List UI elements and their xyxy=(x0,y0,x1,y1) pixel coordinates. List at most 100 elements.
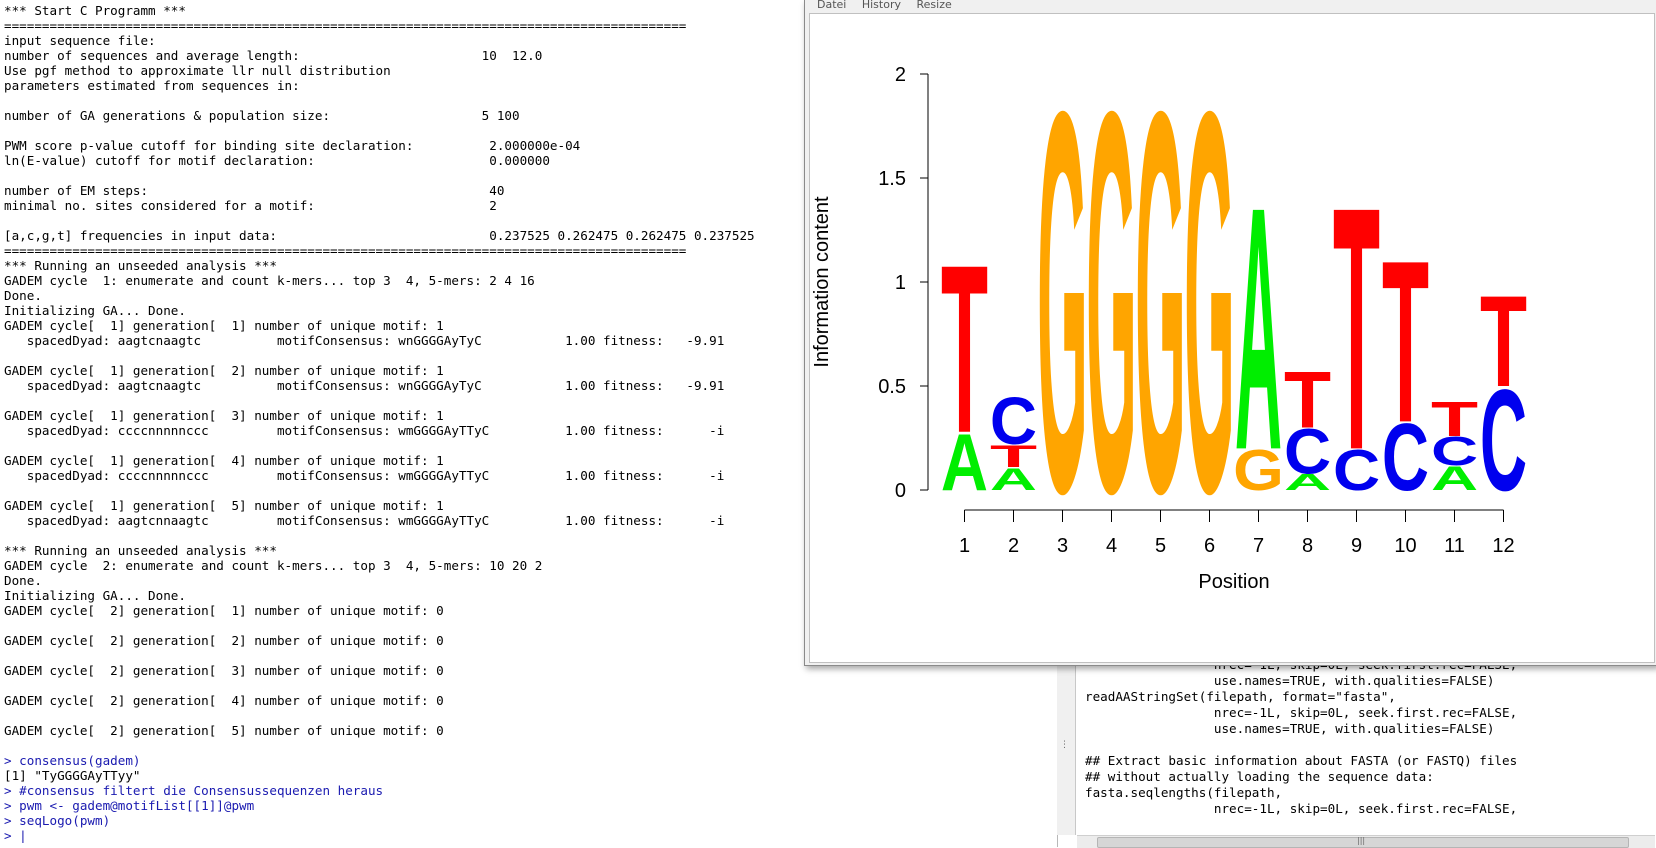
logo-letter-a: A xyxy=(1235,134,1282,522)
console-output-line: GADEM cycle[ 1] generation[ 5] number of… xyxy=(4,498,755,513)
console-output-line: *** Running an unseeded analysis *** xyxy=(4,543,755,558)
console-output-line xyxy=(4,678,755,693)
console-output-line: ========================================… xyxy=(4,243,755,258)
console-output-line: ========================================… xyxy=(4,18,755,33)
logo-letter-g: G xyxy=(1135,14,1186,605)
logo-letter-t: T xyxy=(1382,212,1429,471)
console-output-line: minimal no. sites considered for a motif… xyxy=(4,198,755,213)
x-axis-label: Position xyxy=(1198,571,1269,593)
logo-letter-t: T xyxy=(1480,268,1527,414)
console-output-line: *** Running an unseeded analysis *** xyxy=(4,258,755,273)
y-axis-label: Information content xyxy=(811,196,833,368)
console-output-line xyxy=(4,648,755,663)
menu-resize[interactable]: Resize xyxy=(917,0,952,11)
console-output-line: Initializing GA... Done. xyxy=(4,588,755,603)
console-output-line: spacedDyad: aagtcnaagtc motifConsensus: … xyxy=(4,378,755,393)
graphics-menubar: Datei History Resize xyxy=(805,0,1656,12)
console-output-line: GADEM cycle[ 1] generation[ 1] number of… xyxy=(4,318,755,333)
pane-splitter-grip[interactable]: ⋮ xyxy=(1060,740,1069,750)
help-code-line: ## without actually loading the sequence… xyxy=(1085,769,1517,785)
console-output-line: spacedDyad: aagtcnnaagtc motifConsensus:… xyxy=(4,513,755,528)
logo-letter-g: G xyxy=(1184,14,1235,605)
console-command-line: > seqLogo(pwm) xyxy=(4,813,755,828)
console-output-line: number of EM steps: 40 xyxy=(4,183,755,198)
x-tick-label: 11 xyxy=(1444,535,1465,557)
x-tick-label: 2 xyxy=(1008,535,1019,557)
console-command-line: > consensus(gadem) xyxy=(4,753,755,768)
y-tick-label: 0 xyxy=(895,480,906,502)
y-tick-label: 1.5 xyxy=(878,168,906,190)
console-output-line: number of GA generations & population si… xyxy=(4,108,755,123)
console-output-line xyxy=(4,123,755,138)
logo-letter-g: G xyxy=(1086,14,1137,605)
console-output-line xyxy=(4,93,755,108)
console-output-line: GADEM cycle[ 2] generation[ 3] number of… xyxy=(4,663,755,678)
console-output-line xyxy=(4,528,755,543)
logo-letter-t: T xyxy=(941,215,988,483)
y-tick-label: 2 xyxy=(895,64,906,86)
x-tick-label: 9 xyxy=(1351,535,1362,557)
console-output-line xyxy=(4,213,755,228)
menu-datei[interactable]: Datei xyxy=(817,0,846,11)
console-output-line: GADEM cycle[ 2] generation[ 5] number of… xyxy=(4,723,755,738)
help-code-line: nrec=-1L, skip=0L, seek.first.rec=FALSE, xyxy=(1085,705,1517,721)
console-output: *** Start C Programm *** ================… xyxy=(4,3,755,843)
console-output-line xyxy=(4,348,755,363)
console-output-line xyxy=(4,738,755,753)
console-output-line: spacedDyad: ccccnnnnnccc motifConsensus:… xyxy=(4,468,755,483)
console-output-line: GADEM cycle[ 1] generation[ 3] number of… xyxy=(4,408,755,423)
console-output-line: parameters estimated from sequences in: xyxy=(4,78,755,93)
console-output-line: [1] "TyGGGGAyTTyy" xyxy=(4,768,755,783)
console-output-line xyxy=(4,618,755,633)
y-tick-label: 1 xyxy=(895,272,906,294)
console-output-line xyxy=(4,393,755,408)
console-output-line: GADEM cycle[ 2] generation[ 4] number of… xyxy=(4,693,755,708)
console-output-line: Done. xyxy=(4,288,755,303)
console-output-line: spacedDyad: aagtcnaagtc motifConsensus: … xyxy=(4,333,755,348)
console-command-line: > #consensus filtert die Consensussequen… xyxy=(4,783,755,798)
help-code-line: readAAStringSet(filepath, format="fasta"… xyxy=(1085,689,1517,705)
help-horizontal-scrollbar[interactable]: ||| xyxy=(1077,835,1655,848)
help-code-line xyxy=(1085,737,1517,753)
console-output-line xyxy=(4,708,755,723)
plot-area: 0 0.5 1 1.5 2 Information content 1 A T 2 A T C 3 G 4 G 5… xyxy=(809,13,1655,663)
menu-history[interactable]: History xyxy=(862,0,901,11)
scrollbar-grip-icon: ||| xyxy=(1357,836,1365,845)
logo-letter-t: T xyxy=(1431,392,1478,447)
console-output-line: number of sequences and average length: … xyxy=(4,48,755,63)
console-output-line: *** Start C Programm *** xyxy=(4,3,755,18)
logo-letter-c: C xyxy=(990,384,1037,459)
console-output-line: ln(E-value) cutoff for motif declaration… xyxy=(4,153,755,168)
console-output-line: Done. xyxy=(4,573,755,588)
x-tick-label: 12 xyxy=(1492,535,1514,557)
y-tick-label: 0.5 xyxy=(878,376,906,398)
help-code-line: nrec=-1L, skip=0L, seek.first.rec=FALSE, xyxy=(1085,801,1517,817)
help-code-line: ## Extract basic information about FASTA… xyxy=(1085,753,1517,769)
console-output-line: input sequence file: xyxy=(4,33,755,48)
console-output-line: Use pgf method to approximate llr null d… xyxy=(4,63,755,78)
console-output-line: [a,c,g,t] frequencies in input data: 0.2… xyxy=(4,228,755,243)
r-graphics-window[interactable]: Datei History Resize 0 0.5 1 1.5 2 Informatio… xyxy=(804,0,1656,666)
console-output-line xyxy=(4,483,755,498)
console-output-line: GADEM cycle[ 2] generation[ 2] number of… xyxy=(4,633,755,648)
console-output-line xyxy=(4,438,755,453)
console-output-line: GADEM cycle[ 1] generation[ 2] number of… xyxy=(4,363,755,378)
console-output-line: GADEM cycle 2: enumerate and count k-mer… xyxy=(4,558,755,573)
logo-letter-g: G xyxy=(1037,14,1088,605)
console-command-line: > pwm <- gadem@motifList[[1]]@pwm xyxy=(4,798,755,813)
x-tick-label: 8 xyxy=(1302,535,1313,557)
x-tick-label: 7 xyxy=(1253,535,1264,557)
help-code-line: use.names=TRUE, with.qualities=FALSE) xyxy=(1085,721,1517,737)
x-tick-label: 1 xyxy=(959,535,970,557)
console-output-line: GADEM cycle 1: enumerate and count k-mer… xyxy=(4,273,755,288)
console-prompt[interactable]: > | xyxy=(4,828,755,843)
console-output-line xyxy=(4,168,755,183)
console-output-line: GADEM cycle[ 1] generation[ 4] number of… xyxy=(4,453,755,468)
help-code: nrec=-1L, skip=0L, seek.first.rec=FALSE,… xyxy=(1085,657,1517,817)
r-console[interactable]: *** Start C Programm *** ================… xyxy=(0,0,800,847)
help-code-line: use.names=TRUE, with.qualities=FALSE) xyxy=(1085,673,1517,689)
x-tick-label: 10 xyxy=(1394,535,1416,557)
console-output-line: spacedDyad: ccccnnnnnccc motifConsensus:… xyxy=(4,423,755,438)
console-output-line: PWM score p-value cutoff for binding sit… xyxy=(4,138,755,153)
